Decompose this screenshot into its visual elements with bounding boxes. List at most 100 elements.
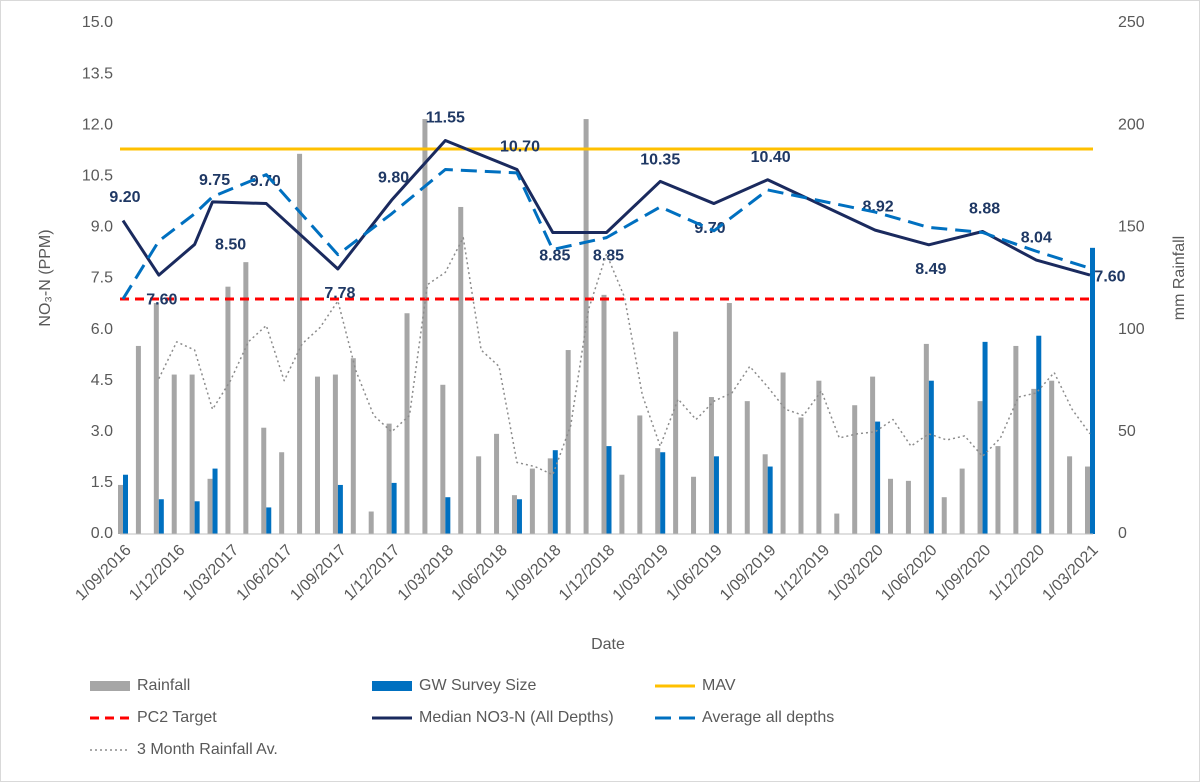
bar — [691, 476, 697, 534]
bar — [476, 456, 482, 534]
legend-label: MAV — [702, 677, 736, 694]
line-series — [121, 139, 1091, 277]
bar — [982, 341, 988, 534]
bar — [977, 401, 983, 534]
bar — [189, 374, 195, 534]
bar — [297, 153, 303, 535]
bar — [225, 286, 231, 534]
data-label: 10.40 — [751, 149, 791, 166]
bar — [834, 513, 840, 534]
bar — [266, 507, 272, 534]
y-tick-label: 3.0 — [91, 423, 113, 440]
bar — [368, 511, 374, 534]
bar — [118, 484, 123, 534]
bar — [458, 206, 464, 534]
bar — [619, 474, 625, 534]
bar — [391, 482, 397, 534]
bar — [1031, 388, 1037, 534]
bar — [386, 423, 392, 534]
data-label: 9.70 — [250, 173, 281, 190]
legend-marker — [372, 681, 412, 691]
y-tick-label: 13.5 — [82, 65, 113, 82]
bar — [1067, 456, 1073, 534]
bar — [713, 456, 719, 534]
bar — [332, 374, 338, 534]
bar — [941, 497, 947, 534]
bar — [816, 380, 822, 534]
y-tick-label: 15.0 — [82, 14, 113, 31]
data-label: 9.80 — [378, 169, 409, 186]
bar — [207, 478, 213, 534]
bar — [673, 331, 679, 534]
bar — [1085, 466, 1090, 534]
legend-label: Rainfall — [137, 677, 190, 694]
y2-tick-label: 50 — [1118, 423, 1136, 440]
bar — [243, 262, 249, 534]
y-tick-label: 4.5 — [91, 372, 113, 389]
bar — [422, 119, 428, 535]
legend-label: 3 Month Rainfall Av. — [137, 741, 278, 758]
data-label: 8.04 — [1021, 229, 1052, 246]
bar — [516, 499, 522, 534]
bar — [494, 433, 500, 534]
bar — [158, 499, 164, 534]
y2-tick-label: 100 — [1118, 321, 1145, 338]
data-label: 10.35 — [640, 152, 680, 169]
bar — [637, 415, 643, 534]
y2-tick-label: 200 — [1118, 116, 1145, 133]
bar — [404, 313, 410, 534]
bar — [350, 358, 356, 534]
bar — [959, 468, 965, 534]
bar — [762, 454, 768, 534]
bar — [928, 380, 934, 534]
bar — [905, 480, 911, 534]
y-tick-label: 0.0 — [91, 525, 113, 542]
y2-axis-label: mm Rainfall — [1171, 236, 1188, 320]
data-label: 9.70 — [694, 220, 725, 237]
bar — [875, 421, 881, 534]
bar — [123, 474, 128, 534]
bar — [1036, 335, 1042, 534]
bar — [870, 376, 876, 534]
data-label: 8.49 — [915, 261, 946, 278]
bar — [171, 374, 177, 534]
bar — [923, 343, 929, 534]
bar — [726, 303, 732, 534]
data-label: 9.20 — [109, 189, 140, 206]
bar — [445, 497, 451, 534]
bar — [153, 303, 159, 534]
line-series — [158, 236, 1091, 476]
bar — [511, 495, 517, 534]
y-tick-label: 10.5 — [82, 168, 113, 185]
bar — [1013, 345, 1019, 534]
bar — [780, 372, 786, 534]
y-tick-label: 7.5 — [91, 270, 113, 287]
bar — [1049, 380, 1055, 534]
legend-label: PC2 Target — [137, 709, 217, 726]
bar — [440, 384, 446, 534]
bar — [601, 294, 607, 534]
bar — [552, 450, 558, 534]
legend-marker — [90, 681, 130, 691]
y-tick-label: 1.5 — [91, 474, 113, 491]
bar — [660, 452, 666, 534]
legend-label: Average all depths — [702, 709, 834, 726]
bar — [798, 417, 804, 534]
y2-tick-label: 250 — [1118, 14, 1145, 31]
bar — [337, 484, 343, 534]
legend-label: GW Survey Size — [419, 677, 536, 694]
bar — [606, 446, 612, 534]
bar — [314, 376, 320, 534]
bar — [852, 405, 858, 534]
data-label: 7.60 — [146, 291, 177, 308]
bar — [547, 458, 553, 534]
y2-tick-label: 150 — [1118, 219, 1145, 236]
bar — [995, 446, 1001, 534]
y-tick-label: 9.0 — [91, 219, 113, 236]
bar — [261, 427, 267, 534]
data-label: 7.60 — [1094, 268, 1125, 285]
y2-tick-label: 0 — [1118, 525, 1127, 542]
bar — [529, 468, 535, 534]
